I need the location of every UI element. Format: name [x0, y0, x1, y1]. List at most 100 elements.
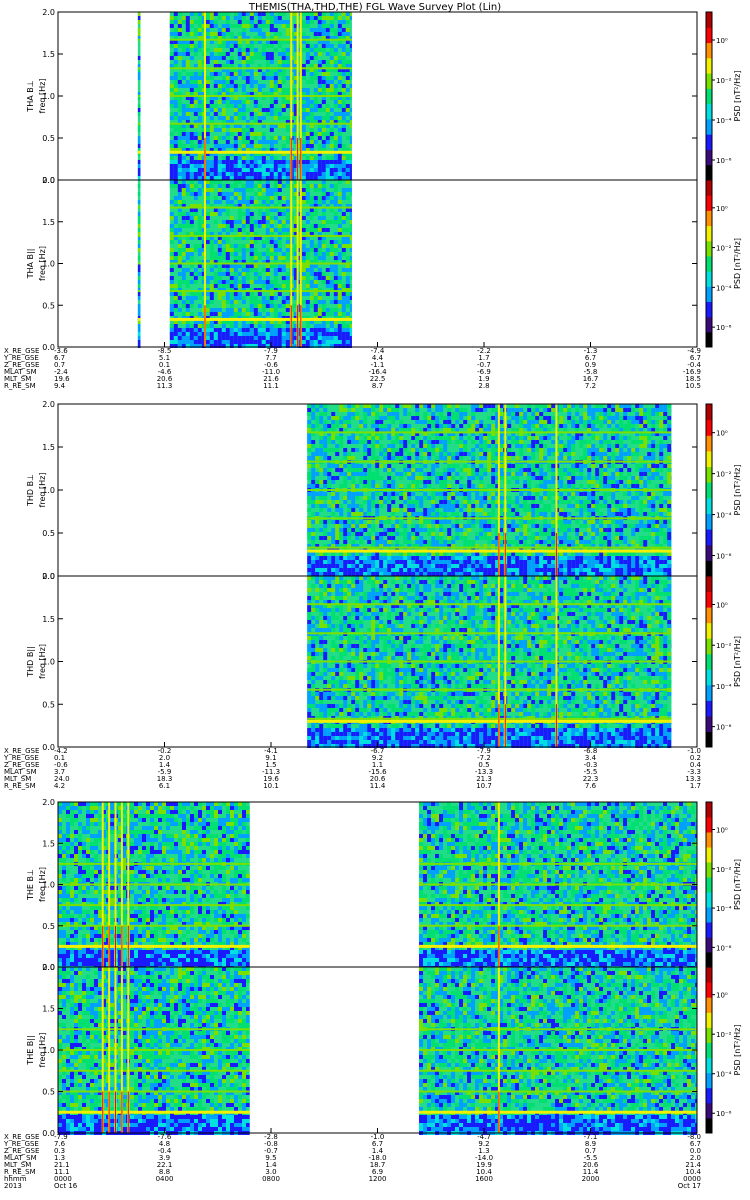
- ephemeris-value: -0.7: [264, 1147, 278, 1155]
- ephemeris-label: MLAT_SM: [4, 368, 37, 376]
- vertical-burst: [290, 12, 293, 180]
- ephemeris-value: 8.7: [372, 382, 383, 390]
- colorbar-tick: 10⁰: [716, 992, 728, 1000]
- ephemeris-value: -5.9: [158, 768, 172, 776]
- harmonic-line: [307, 603, 672, 606]
- time-tick-label: 0000: [54, 1175, 72, 1183]
- ephemeris-value: -11.3: [262, 768, 280, 776]
- colorbar-tick: 10⁻²: [716, 77, 732, 85]
- strong-line: [58, 1110, 250, 1114]
- colorbar-tick: 10⁰: [716, 37, 728, 45]
- spectrogram-block: [419, 802, 697, 970]
- ephemeris-value: 19.6: [54, 375, 70, 383]
- ephemeris-value: 11.1: [54, 1168, 70, 1176]
- y-tick-label: 0.0: [42, 963, 55, 972]
- y-tick-label: 1.0: [42, 92, 55, 101]
- harmonic-line: [137, 67, 141, 70]
- harmonic-line: [58, 1049, 250, 1051]
- vertical-burst-core: [127, 925, 129, 967]
- colorbar-tick: 10⁰: [716, 205, 728, 213]
- ephemeris-label: X_RE_GSE: [4, 747, 39, 755]
- ephemeris-value: 6.9: [372, 1168, 383, 1176]
- ephemeris-value: 9.1: [265, 754, 276, 762]
- ephemeris-value: 4.8: [159, 1140, 170, 1148]
- ephemeris-value: 1.4: [159, 761, 171, 769]
- vertical-burst-core: [121, 925, 123, 967]
- colorbar: 10⁰ 10⁻² 10⁻⁴ 10⁻⁶ PSD [nT²/Hz]: [705, 179, 742, 348]
- ephemeris-value: -0.8: [264, 1140, 278, 1148]
- ephemeris-value: 0.0: [690, 1147, 701, 1155]
- vertical-burst-core: [115, 925, 117, 967]
- ephemeris-table: X_RE_GSE -3.6 -8.5 -7.9 -7.4 -2.2 -1.3 -4.9 Y_RE…: [3, 342, 702, 390]
- harmonic-line: [58, 904, 250, 907]
- ephemeris-value: 11.1: [263, 382, 279, 390]
- ephemeris-label: Z_RE_GSE: [4, 1147, 39, 1155]
- axis-label: freq [Hz]: [38, 473, 47, 508]
- vertical-burst: [290, 180, 293, 347]
- colorbar-tick: 10⁰: [716, 430, 728, 438]
- vertical-burst-core: [108, 925, 110, 967]
- ephemeris-value: -3.3: [687, 768, 701, 776]
- y-tick-label: 0.5: [42, 134, 55, 143]
- ephemeris-value: -4.1: [264, 747, 278, 755]
- harmonic-line: [307, 431, 672, 434]
- spectrogram-block: [137, 12, 141, 180]
- vertical-burst-core: [300, 305, 302, 347]
- colorbar-tick: 10⁻⁴: [716, 1071, 732, 1079]
- time-tick-label: 0000: [683, 1175, 701, 1183]
- ephemeris-value: 9.2: [478, 1140, 489, 1148]
- ephemeris-value: 7.2: [585, 382, 596, 390]
- ephemeris-value: 20.6: [583, 1161, 599, 1169]
- ephemeris-value: 3.9: [159, 1154, 170, 1162]
- ephemeris-value: 3.4: [585, 754, 597, 762]
- time-tick-label: 1600: [475, 1175, 493, 1183]
- spectrogram-panel: 0.0 0.5 1.0 1.5 2.0 THE B⊥ freq [Hz] 10⁰ 10⁻² 10⁻…: [26, 798, 742, 972]
- spectrogram-block: [169, 180, 352, 348]
- harmonic-line: [137, 38, 141, 41]
- axis-label: freq [Hz]: [38, 867, 47, 902]
- colorbar-tick: 10⁻⁶: [716, 324, 732, 332]
- vertical-burst-core: [121, 1091, 123, 1133]
- y-tick-label: 1.0: [42, 260, 55, 269]
- strong-line: [169, 317, 352, 321]
- ephemeris-value: 22.1: [157, 1161, 173, 1169]
- ephemeris-label: Y_RE_GSE: [3, 1140, 39, 1148]
- harmonic-line: [419, 1049, 697, 1051]
- panel-label: THE B⊥: [26, 869, 35, 901]
- colorbar-tick: 10⁻²: [716, 471, 732, 479]
- ephemeris-label: Y_RE_GSE: [3, 354, 39, 362]
- spectrogram-block: [58, 802, 250, 970]
- ephemeris-label: Y_RE_GSE: [3, 754, 39, 762]
- ephemeris-value: 7.6: [585, 782, 597, 790]
- ephemeris-value: 21.6: [263, 375, 279, 383]
- ephemeris-value: -1.3: [584, 347, 598, 355]
- vertical-burst: [127, 967, 130, 1133]
- ephemeris-value: -7.9: [264, 347, 278, 355]
- strong-line: [137, 317, 141, 321]
- y-tick-label: 2.0: [42, 963, 55, 972]
- ephemeris-value: -11.0: [262, 368, 280, 376]
- plot-title: THEMIS(THA,THD,THE) FGL Wave Survey Plot…: [248, 2, 501, 13]
- ephemeris-value: -8.5: [158, 347, 172, 355]
- harmonic-line: [58, 1069, 250, 1072]
- ephemeris-value: 1.4: [372, 1147, 384, 1155]
- axis-label: freq [Hz]: [38, 79, 47, 114]
- strong-line: [419, 944, 697, 948]
- y-tick-label: 1.5: [42, 615, 55, 624]
- ephemeris-value: -4.7: [477, 1133, 491, 1141]
- ephemeris-value: 2.0: [159, 754, 170, 762]
- y-tick-label: 1.5: [42, 443, 55, 452]
- ephemeris-value: -6.7: [371, 747, 385, 755]
- harmonic-line: [419, 1090, 697, 1093]
- harmonic-line: [307, 660, 672, 663]
- y-tick-label: 1.5: [42, 839, 55, 848]
- ephemeris-value: -7.1: [584, 1133, 598, 1141]
- time-tick-label: 2000: [582, 1175, 600, 1183]
- colorbar-tick: 10⁻⁴: [716, 905, 732, 913]
- ephemeris-value: -5.8: [584, 368, 598, 376]
- ephemeris-value: 0.5: [478, 761, 489, 769]
- ephemeris-value: 19.9: [476, 1161, 492, 1169]
- harmonic-line: [137, 206, 141, 209]
- harmonic-line: [307, 460, 672, 463]
